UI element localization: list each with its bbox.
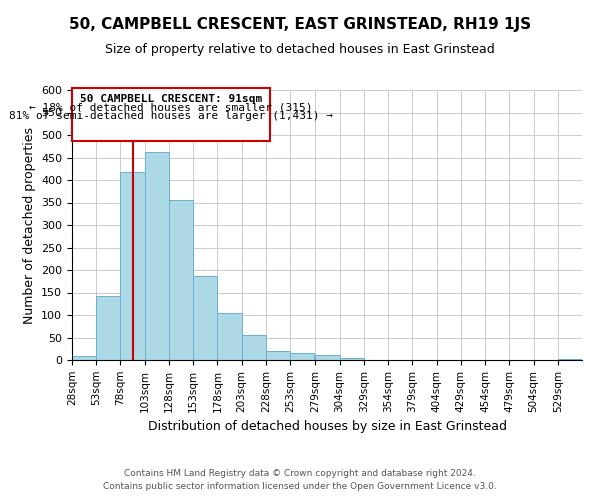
Text: Contains public sector information licensed under the Open Government Licence v3: Contains public sector information licen… [103, 482, 497, 491]
Bar [145, 152, 169, 360]
Bar [266, 351, 290, 360]
Bar [290, 353, 314, 360]
Bar [242, 335, 266, 360]
Bar [96, 296, 121, 360]
Text: 50 CAMPBELL CRESCENT: 91sqm: 50 CAMPBELL CRESCENT: 91sqm [80, 94, 262, 104]
Bar [193, 276, 217, 360]
Bar [169, 200, 193, 360]
Text: 81% of semi-detached houses are larger (1,431) →: 81% of semi-detached houses are larger (… [9, 110, 333, 120]
Bar [340, 358, 364, 360]
Y-axis label: Number of detached properties: Number of detached properties [23, 126, 35, 324]
Text: 50, CAMPBELL CRESCENT, EAST GRINSTEAD, RH19 1JS: 50, CAMPBELL CRESCENT, EAST GRINSTEAD, R… [69, 18, 531, 32]
Text: ← 18% of detached houses are smaller (315): ← 18% of detached houses are smaller (31… [29, 102, 313, 113]
Bar [316, 354, 340, 360]
Bar [217, 313, 242, 360]
Bar [72, 356, 96, 360]
Text: Contains HM Land Registry data © Crown copyright and database right 2024.: Contains HM Land Registry data © Crown c… [124, 468, 476, 477]
X-axis label: Distribution of detached houses by size in East Grinstead: Distribution of detached houses by size … [148, 420, 506, 433]
Bar [121, 172, 145, 360]
Bar [72, 88, 270, 141]
Text: Size of property relative to detached houses in East Grinstead: Size of property relative to detached ho… [105, 42, 495, 56]
Bar [558, 359, 582, 360]
